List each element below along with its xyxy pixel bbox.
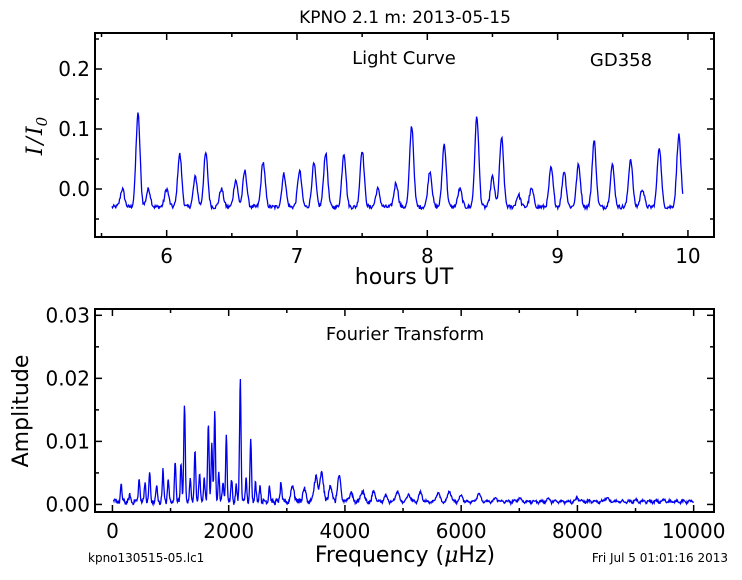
fourier-xlabel: Frequency (μHz)	[315, 543, 495, 568]
x-tick-label: 6000	[436, 519, 487, 543]
object-name-label: GD358	[590, 50, 652, 71]
light-curve-frame	[94, 32, 715, 238]
footer-filename: kpno130515-05.lc1	[88, 551, 204, 565]
y-tick-label: 0.02	[45, 366, 90, 390]
ylabel-base: I	[23, 145, 48, 156]
ylabel-subscript: 0	[33, 116, 51, 126]
light-curve-annotation: Light Curve	[352, 48, 456, 69]
x-tick-label: 4000	[319, 519, 370, 543]
light-curve-panel: 6 7 8 9 10 0.0 0.1 0.2 Light Curve GD358 hours …	[23, 32, 715, 290]
light-curve-ylabel: I/I0	[23, 116, 51, 156]
ylabel-separator: /	[23, 134, 48, 146]
y-tick-label: 0.01	[45, 429, 90, 453]
fourier-frame	[94, 308, 715, 513]
y-tick-label: 0.1	[58, 117, 90, 141]
x-tick-label: 8000	[552, 519, 603, 543]
footer-timestamp: Fri Jul 5 01:01:16 2013	[592, 551, 728, 565]
fourier-annotation: Fourier Transform	[326, 324, 484, 345]
x-tick-label: 10	[675, 244, 700, 268]
x-tick-label: 0	[106, 519, 119, 543]
light-curve-ticks: 6 7 8 9 10 0.0 0.1 0.2	[58, 33, 714, 268]
x-tick-label: 10000	[662, 519, 726, 543]
light-curve-series	[111, 112, 684, 212]
y-tick-label: 0.00	[45, 492, 90, 516]
fourier-panel: 0 2000 4000 6000 8000 10000 0.00 0.01 0.02 0.03 F…	[9, 303, 725, 568]
x-tick-label: 6	[160, 244, 173, 268]
y-tick-label: 0.2	[58, 57, 90, 81]
fourier-ylabel: Amplitude	[9, 355, 34, 468]
xlabel-unit: Hz)	[458, 543, 495, 568]
figure-title: KPNO 2.1 m: 2013-05-15	[299, 8, 511, 28]
x-tick-label: 7	[291, 244, 304, 268]
x-tick-label: 9	[551, 244, 564, 268]
fourier-series	[112, 378, 695, 507]
x-tick-label: 8	[421, 244, 434, 268]
ylabel-main: I	[23, 125, 48, 136]
y-tick-label: 0.03	[45, 303, 90, 327]
light-curve-xlabel: hours UT	[355, 265, 454, 290]
xlabel-text: Frequency (	[315, 543, 444, 568]
y-tick-label: 0.0	[58, 177, 90, 201]
fourier-ticks: 0 2000 4000 6000 8000 10000 0.00 0.01 0.02 0.03	[45, 303, 725, 543]
x-tick-label: 2000	[203, 519, 254, 543]
xlabel-mu: μ	[444, 543, 458, 568]
